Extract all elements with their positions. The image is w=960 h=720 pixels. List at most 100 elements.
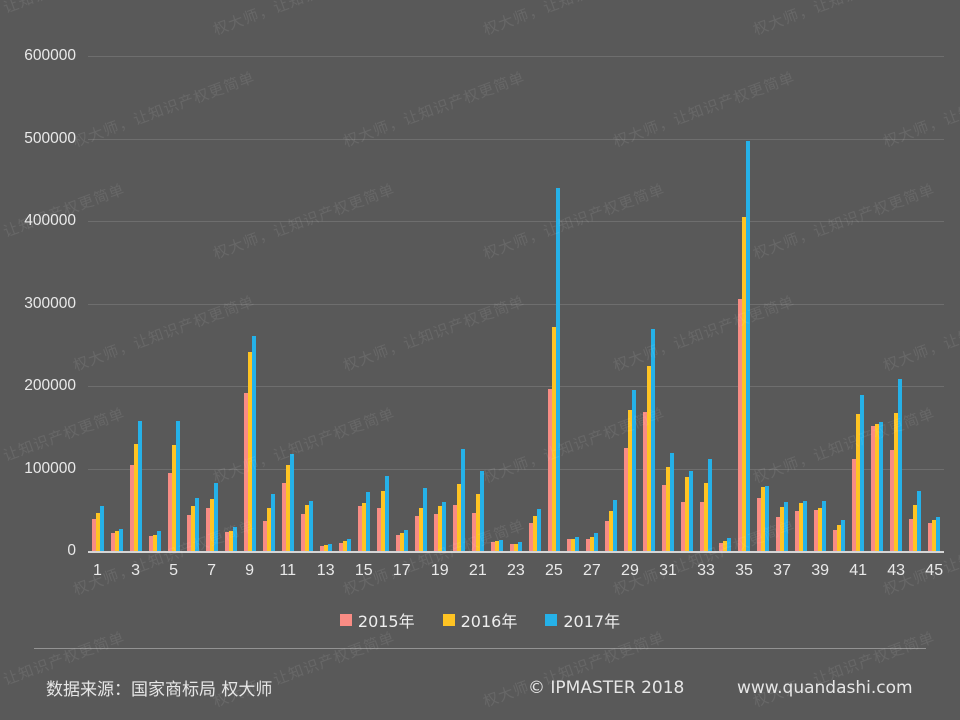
bar-2016年-38[interactable]	[799, 503, 804, 551]
bar-2015年-43[interactable]	[890, 449, 895, 551]
bar-2017年-33[interactable]	[708, 458, 712, 551]
bar-2016年-4[interactable]	[152, 534, 157, 551]
bar-2016年-21[interactable]	[475, 494, 480, 551]
bar-2015年-36[interactable]	[757, 498, 762, 551]
bar-2016年-35[interactable]	[742, 216, 747, 551]
bar-2016年-34[interactable]	[723, 541, 728, 551]
bar-2015年-23[interactable]	[509, 544, 514, 551]
bar-2017年-6[interactable]	[194, 498, 199, 551]
bar-2017年-45[interactable]	[936, 517, 941, 551]
bar-2017年-1[interactable]	[99, 506, 104, 551]
bar-2015年-1[interactable]	[91, 518, 96, 551]
bar-2017年-16[interactable]	[384, 475, 389, 551]
bar-2016年-15[interactable]	[361, 503, 366, 551]
bar-2017年-34[interactable]	[727, 537, 732, 551]
bar-2015年-29[interactable]	[623, 447, 628, 551]
bar-2017年-20[interactable]	[460, 448, 465, 551]
bar-2016年-2[interactable]	[114, 531, 119, 551]
bar-2017年-8[interactable]	[232, 527, 237, 551]
bar-2017年-5[interactable]	[175, 421, 180, 551]
bar-2015年-25[interactable]	[547, 389, 552, 551]
bar-2016年-1[interactable]	[95, 513, 100, 551]
bar-2015年-16[interactable]	[376, 508, 381, 551]
bar-2017年-29[interactable]	[631, 390, 636, 551]
bar-2017年-15[interactable]	[365, 491, 370, 551]
bar-2015年-24[interactable]	[528, 522, 533, 551]
bar-2016年-22[interactable]	[494, 541, 499, 551]
bar-2016年-45[interactable]	[932, 520, 937, 551]
bar-2017年-40[interactable]	[841, 520, 846, 551]
bar-2016年-42[interactable]	[875, 423, 880, 551]
bar-2017年-36[interactable]	[765, 485, 770, 551]
bar-2017年-44[interactable]	[917, 490, 922, 551]
bar-2016年-43[interactable]	[894, 413, 899, 551]
bar-2016年-5[interactable]	[171, 445, 176, 551]
bar-2015年-45[interactable]	[928, 522, 933, 551]
bar-2016年-13[interactable]	[323, 545, 328, 551]
bar-2017年-30[interactable]	[650, 329, 655, 551]
bar-2017年-27[interactable]	[593, 532, 598, 551]
bar-2015年-20[interactable]	[452, 504, 457, 551]
bar-2016年-37[interactable]	[780, 507, 785, 551]
bar-2016年-32[interactable]	[684, 476, 689, 551]
bar-2015年-38[interactable]	[795, 510, 800, 551]
bar-2015年-2[interactable]	[110, 532, 115, 551]
bar-2017年-35[interactable]	[746, 140, 751, 551]
bar-2017年-39[interactable]	[822, 500, 827, 551]
bar-2017年-13[interactable]	[327, 544, 332, 551]
bar-2015年-10[interactable]	[262, 521, 267, 551]
bar-2016年-31[interactable]	[665, 466, 670, 551]
bar-2016年-17[interactable]	[399, 532, 404, 551]
bar-2016年-19[interactable]	[437, 505, 442, 551]
bar-2015年-9[interactable]	[243, 393, 248, 551]
bar-2015年-14[interactable]	[338, 542, 343, 551]
bar-2017年-4[interactable]	[156, 531, 161, 551]
bar-2016年-9[interactable]	[247, 352, 252, 551]
bar-2016年-7[interactable]	[209, 499, 214, 551]
bar-2015年-3[interactable]	[129, 465, 134, 551]
bar-2017年-28[interactable]	[612, 499, 617, 551]
bar-2015年-42[interactable]	[871, 426, 876, 551]
bar-2015年-39[interactable]	[814, 509, 819, 551]
bar-2017年-18[interactable]	[422, 488, 427, 551]
bar-2016年-36[interactable]	[761, 486, 766, 551]
bar-2015年-37[interactable]	[776, 517, 781, 551]
bar-2016年-8[interactable]	[228, 531, 233, 551]
bar-2017年-38[interactable]	[803, 500, 808, 551]
bar-2016年-23[interactable]	[513, 543, 518, 551]
bar-2016年-41[interactable]	[856, 414, 861, 551]
bar-2015年-15[interactable]	[357, 506, 362, 551]
bar-2017年-24[interactable]	[536, 508, 541, 551]
bar-2016年-44[interactable]	[913, 504, 918, 551]
legend-item[interactable]: 2015年	[339, 608, 415, 632]
bar-2015年-30[interactable]	[642, 411, 647, 551]
bar-2017年-9[interactable]	[251, 335, 256, 551]
bar-2017年-43[interactable]	[898, 378, 903, 551]
bar-2016年-18[interactable]	[418, 508, 423, 551]
bar-2015年-4[interactable]	[148, 536, 153, 551]
bar-2015年-44[interactable]	[909, 518, 914, 551]
bar-2015年-13[interactable]	[319, 546, 324, 551]
bar-2016年-10[interactable]	[266, 508, 271, 551]
bar-2017年-3[interactable]	[137, 420, 142, 551]
bar-2015年-7[interactable]	[205, 508, 210, 551]
bar-2017年-10[interactable]	[270, 494, 275, 551]
bar-2017年-17[interactable]	[403, 529, 408, 551]
website-link[interactable]: www.quandashi.com	[737, 677, 913, 698]
bar-2015年-11[interactable]	[281, 483, 286, 551]
bar-2016年-28[interactable]	[608, 510, 613, 551]
bar-2015年-35[interactable]	[738, 299, 743, 551]
bar-2016年-14[interactable]	[342, 541, 347, 551]
bar-2015年-5[interactable]	[167, 473, 172, 551]
bar-2015年-18[interactable]	[414, 515, 419, 551]
bar-2015年-19[interactable]	[433, 513, 438, 551]
bar-2017年-37[interactable]	[784, 501, 789, 551]
bar-2015年-12[interactable]	[300, 513, 305, 551]
bar-2017年-23[interactable]	[517, 541, 522, 551]
bar-2017年-14[interactable]	[346, 538, 351, 551]
bar-2015年-31[interactable]	[661, 485, 666, 551]
bar-2015年-6[interactable]	[186, 514, 191, 551]
bar-2015年-21[interactable]	[471, 513, 476, 551]
bar-2015年-27[interactable]	[585, 538, 590, 551]
bar-2017年-31[interactable]	[669, 452, 674, 551]
